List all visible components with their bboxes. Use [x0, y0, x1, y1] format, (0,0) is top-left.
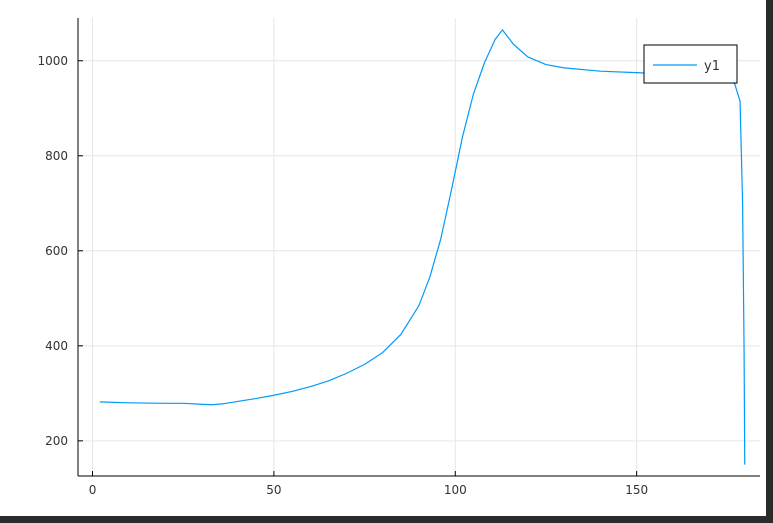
plot-window: 0 50 100 150 200 400 600 800 1000 y1 — [0, 0, 766, 516]
grid-lines — [78, 18, 760, 476]
y-tick-label-200: 200 — [45, 434, 68, 448]
y-tick-label-600: 600 — [45, 244, 68, 258]
series-layer — [99, 29, 746, 465]
y-tick-label-1000: 1000 — [37, 54, 68, 68]
y-tick-label-800: 800 — [45, 149, 68, 163]
series-line-y1 — [99, 29, 746, 465]
x-tick-label-50: 50 — [266, 483, 281, 497]
legend-label-y1: y1 — [704, 59, 720, 74]
x-tick-label-100: 100 — [444, 483, 467, 497]
x-tick-label-150: 150 — [625, 483, 648, 497]
tick-marks-and-labels: 0 50 100 150 200 400 600 800 1000 — [37, 54, 648, 497]
y-tick-label-400: 400 — [45, 339, 68, 353]
legend-box — [643, 44, 738, 84]
x-tick-label-0: 0 — [89, 483, 97, 497]
axes — [77, 18, 760, 477]
line-chart: 0 50 100 150 200 400 600 800 1000 y1 — [37, 18, 760, 497]
legend: y1 — [643, 44, 738, 84]
